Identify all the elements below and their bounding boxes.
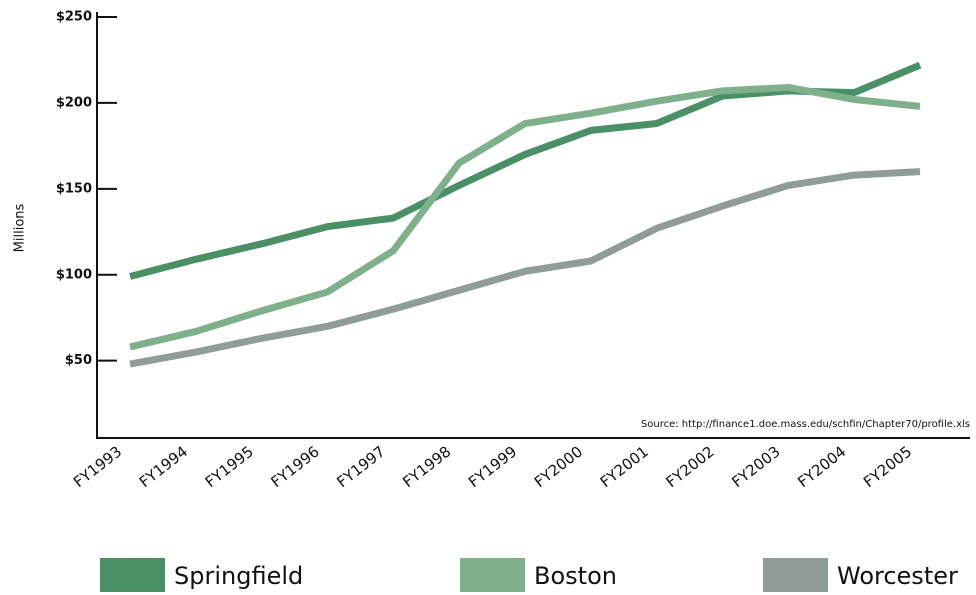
x-tick-label: FY1993 (70, 443, 125, 492)
x-tick-label: FY2001 (597, 443, 652, 492)
legend-swatch (100, 558, 165, 592)
legend-label: Springfield (174, 562, 303, 590)
y-tick-label: $150 (56, 181, 92, 196)
x-tick-label: FY1994 (136, 443, 191, 492)
x-tick-label: FY1999 (465, 443, 520, 492)
x-tick-label: FY1996 (268, 443, 323, 492)
source-note: Source: http://finance1.doe.mass.edu/sch… (641, 419, 970, 430)
legend-label: Boston (534, 562, 617, 590)
x-tick-label: FY1997 (333, 443, 388, 492)
x-tick-label: FY1998 (399, 443, 454, 492)
y-tick-label: $250 (56, 10, 92, 25)
legend-label: Worcester (837, 562, 958, 590)
x-tick-label: FY2005 (860, 443, 915, 492)
x-tick-label: FY2004 (794, 443, 849, 492)
x-tick-label: FY2002 (663, 443, 718, 492)
series-line (129, 61, 922, 280)
series-line (129, 83, 921, 351)
y-tick-label: $200 (56, 95, 92, 110)
y-tick-label: $100 (56, 267, 92, 282)
legend-swatch (763, 558, 828, 592)
x-tick-label: FY1995 (202, 443, 257, 492)
y-axis-label: Millions (13, 203, 28, 252)
x-tick-label: FY2003 (728, 443, 783, 492)
y-tick-label: $50 (65, 353, 92, 368)
legend-swatch (460, 558, 525, 592)
series-line (129, 168, 921, 368)
x-tick-label: FY2000 (531, 443, 586, 492)
